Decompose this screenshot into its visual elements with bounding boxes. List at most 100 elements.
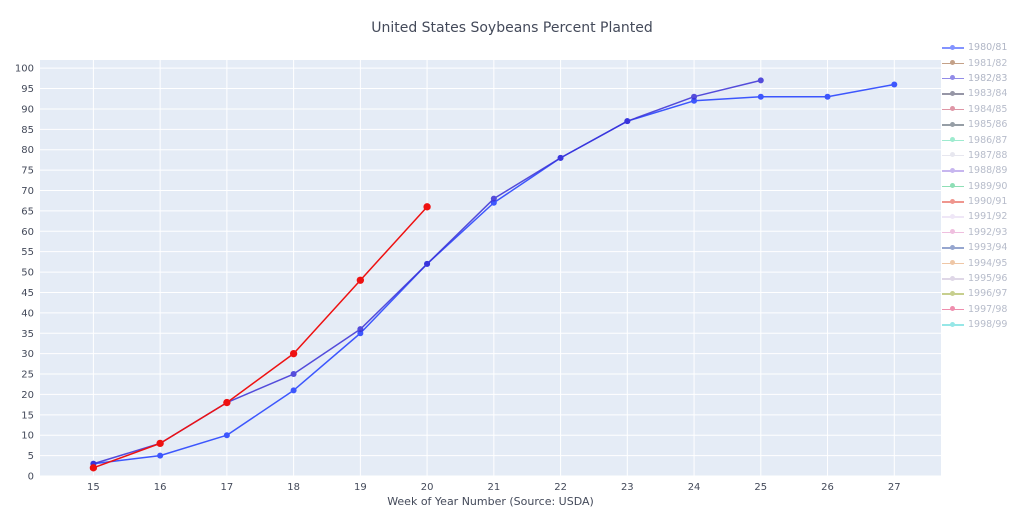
legend-swatch-marker — [950, 152, 955, 158]
legend-item[interactable]: 1990/91 — [942, 194, 1024, 209]
y-tick-label: 65 — [21, 206, 34, 217]
legend-label: 1984/85 — [968, 103, 1008, 115]
legend-swatch — [942, 73, 964, 83]
y-tick-label: 85 — [21, 125, 34, 136]
legend-swatch-marker — [950, 290, 955, 296]
legend-swatch — [942, 104, 964, 114]
legend-item[interactable]: 1984/85 — [942, 102, 1024, 117]
legend-swatch — [942, 166, 964, 176]
data-point — [757, 77, 764, 84]
legend-label: 1985/86 — [968, 119, 1008, 131]
legend-item[interactable]: 1993/94 — [942, 240, 1024, 255]
legend-label: 1997/98 — [968, 303, 1008, 315]
y-tick-label: 70 — [21, 186, 34, 197]
legend-item[interactable]: 1992/93 — [942, 225, 1024, 240]
legend-swatch-marker — [950, 60, 955, 66]
legend-item[interactable]: 1989/90 — [942, 179, 1024, 194]
legend-swatch — [942, 289, 964, 299]
legend-label: 1993/94 — [968, 242, 1008, 254]
legend-label: 1994/95 — [968, 257, 1008, 269]
data-point — [223, 398, 231, 407]
y-tick-label: 100 — [15, 64, 34, 75]
x-tick-label: 19 — [354, 482, 367, 493]
legend-swatch-marker — [950, 244, 955, 250]
y-tick-label: 20 — [21, 390, 34, 401]
data-point — [289, 349, 298, 358]
legend: 1980/81 1981/82 1982/83 1983/84 1984/85 1985/… — [942, 40, 1024, 332]
data-point — [490, 195, 497, 202]
y-tick-label: 75 — [21, 166, 34, 177]
legend-item[interactable]: 1998/99 — [942, 317, 1024, 332]
legend-swatch-marker — [950, 44, 955, 50]
legend-label: 1989/90 — [968, 180, 1008, 192]
y-tick-label: 45 — [21, 288, 34, 299]
data-point — [157, 452, 164, 459]
legend-item[interactable]: 1987/88 — [942, 148, 1024, 163]
legend-swatch — [942, 227, 964, 237]
legend-swatch — [942, 320, 964, 330]
x-tick-label: 25 — [754, 482, 767, 493]
y-tick-label: 60 — [21, 227, 34, 238]
legend-swatch-marker — [950, 137, 955, 143]
legend-item[interactable]: 1981/82 — [942, 55, 1024, 70]
series-line — [93, 206, 428, 469]
data-point — [824, 93, 831, 100]
legend-item[interactable]: 1986/87 — [942, 132, 1024, 147]
legend-item[interactable]: 1980/81 — [942, 40, 1024, 55]
legend-item[interactable]: 1994/95 — [942, 255, 1024, 270]
legend-item[interactable]: 1995/96 — [942, 271, 1024, 286]
data-point — [223, 432, 230, 439]
y-tick-label: 25 — [21, 370, 34, 381]
legend-item[interactable]: 1983/84 — [942, 86, 1024, 101]
legend-label: 1992/93 — [968, 226, 1008, 238]
legend-swatch — [942, 243, 964, 253]
legend-swatch — [942, 150, 964, 160]
legend-swatch — [942, 181, 964, 191]
legend-swatch-marker — [950, 106, 955, 112]
legend-swatch — [942, 197, 964, 207]
series-1998-99 — [89, 203, 431, 472]
legend-item[interactable]: 1991/92 — [942, 209, 1024, 224]
legend-swatch-marker — [950, 167, 955, 173]
legend-swatch-marker — [950, 75, 955, 81]
chart-title: United States Soybeans Percent Planted — [371, 20, 653, 36]
legend-swatch-marker — [950, 306, 955, 312]
legend-label: 1980/81 — [968, 42, 1008, 54]
data-point — [290, 387, 297, 394]
data-point — [557, 154, 564, 161]
legend-item[interactable]: 1997/98 — [942, 302, 1024, 317]
legend-item[interactable]: 1985/86 — [942, 117, 1024, 132]
legend-label: 1996/97 — [968, 288, 1008, 300]
x-tick-label: 24 — [688, 482, 701, 493]
data-point — [424, 260, 431, 267]
x-tick-label: 20 — [421, 482, 434, 493]
legend-item[interactable]: 1988/89 — [942, 163, 1024, 178]
x-tick-label: 17 — [221, 482, 234, 493]
data-point — [757, 93, 764, 100]
plot-background — [40, 60, 941, 476]
legend-item[interactable]: 1982/83 — [942, 71, 1024, 86]
data-point — [89, 464, 98, 472]
x-tick-label: 21 — [487, 482, 500, 493]
legend-swatch — [942, 120, 964, 130]
data-point — [357, 326, 364, 333]
legend-item[interactable]: 1996/97 — [942, 286, 1024, 301]
y-tick-label: 15 — [21, 410, 34, 421]
data-point — [356, 276, 365, 284]
legend-swatch-marker — [950, 321, 955, 327]
y-tick-label: 0 — [28, 472, 34, 483]
legend-label: 1982/83 — [968, 72, 1008, 84]
data-point — [290, 371, 297, 378]
legend-label: 1998/99 — [968, 319, 1008, 331]
data-point — [156, 439, 164, 448]
legend-swatch-marker — [950, 183, 955, 189]
x-tick-label: 18 — [287, 482, 300, 493]
legend-swatch-marker — [950, 229, 955, 235]
legend-swatch — [942, 304, 964, 314]
legend-label: 1983/84 — [968, 88, 1008, 100]
legend-label: 1990/91 — [968, 196, 1008, 208]
y-tick-label: 10 — [21, 431, 34, 442]
y-tick-label: 35 — [21, 329, 34, 340]
data-point — [891, 81, 898, 88]
